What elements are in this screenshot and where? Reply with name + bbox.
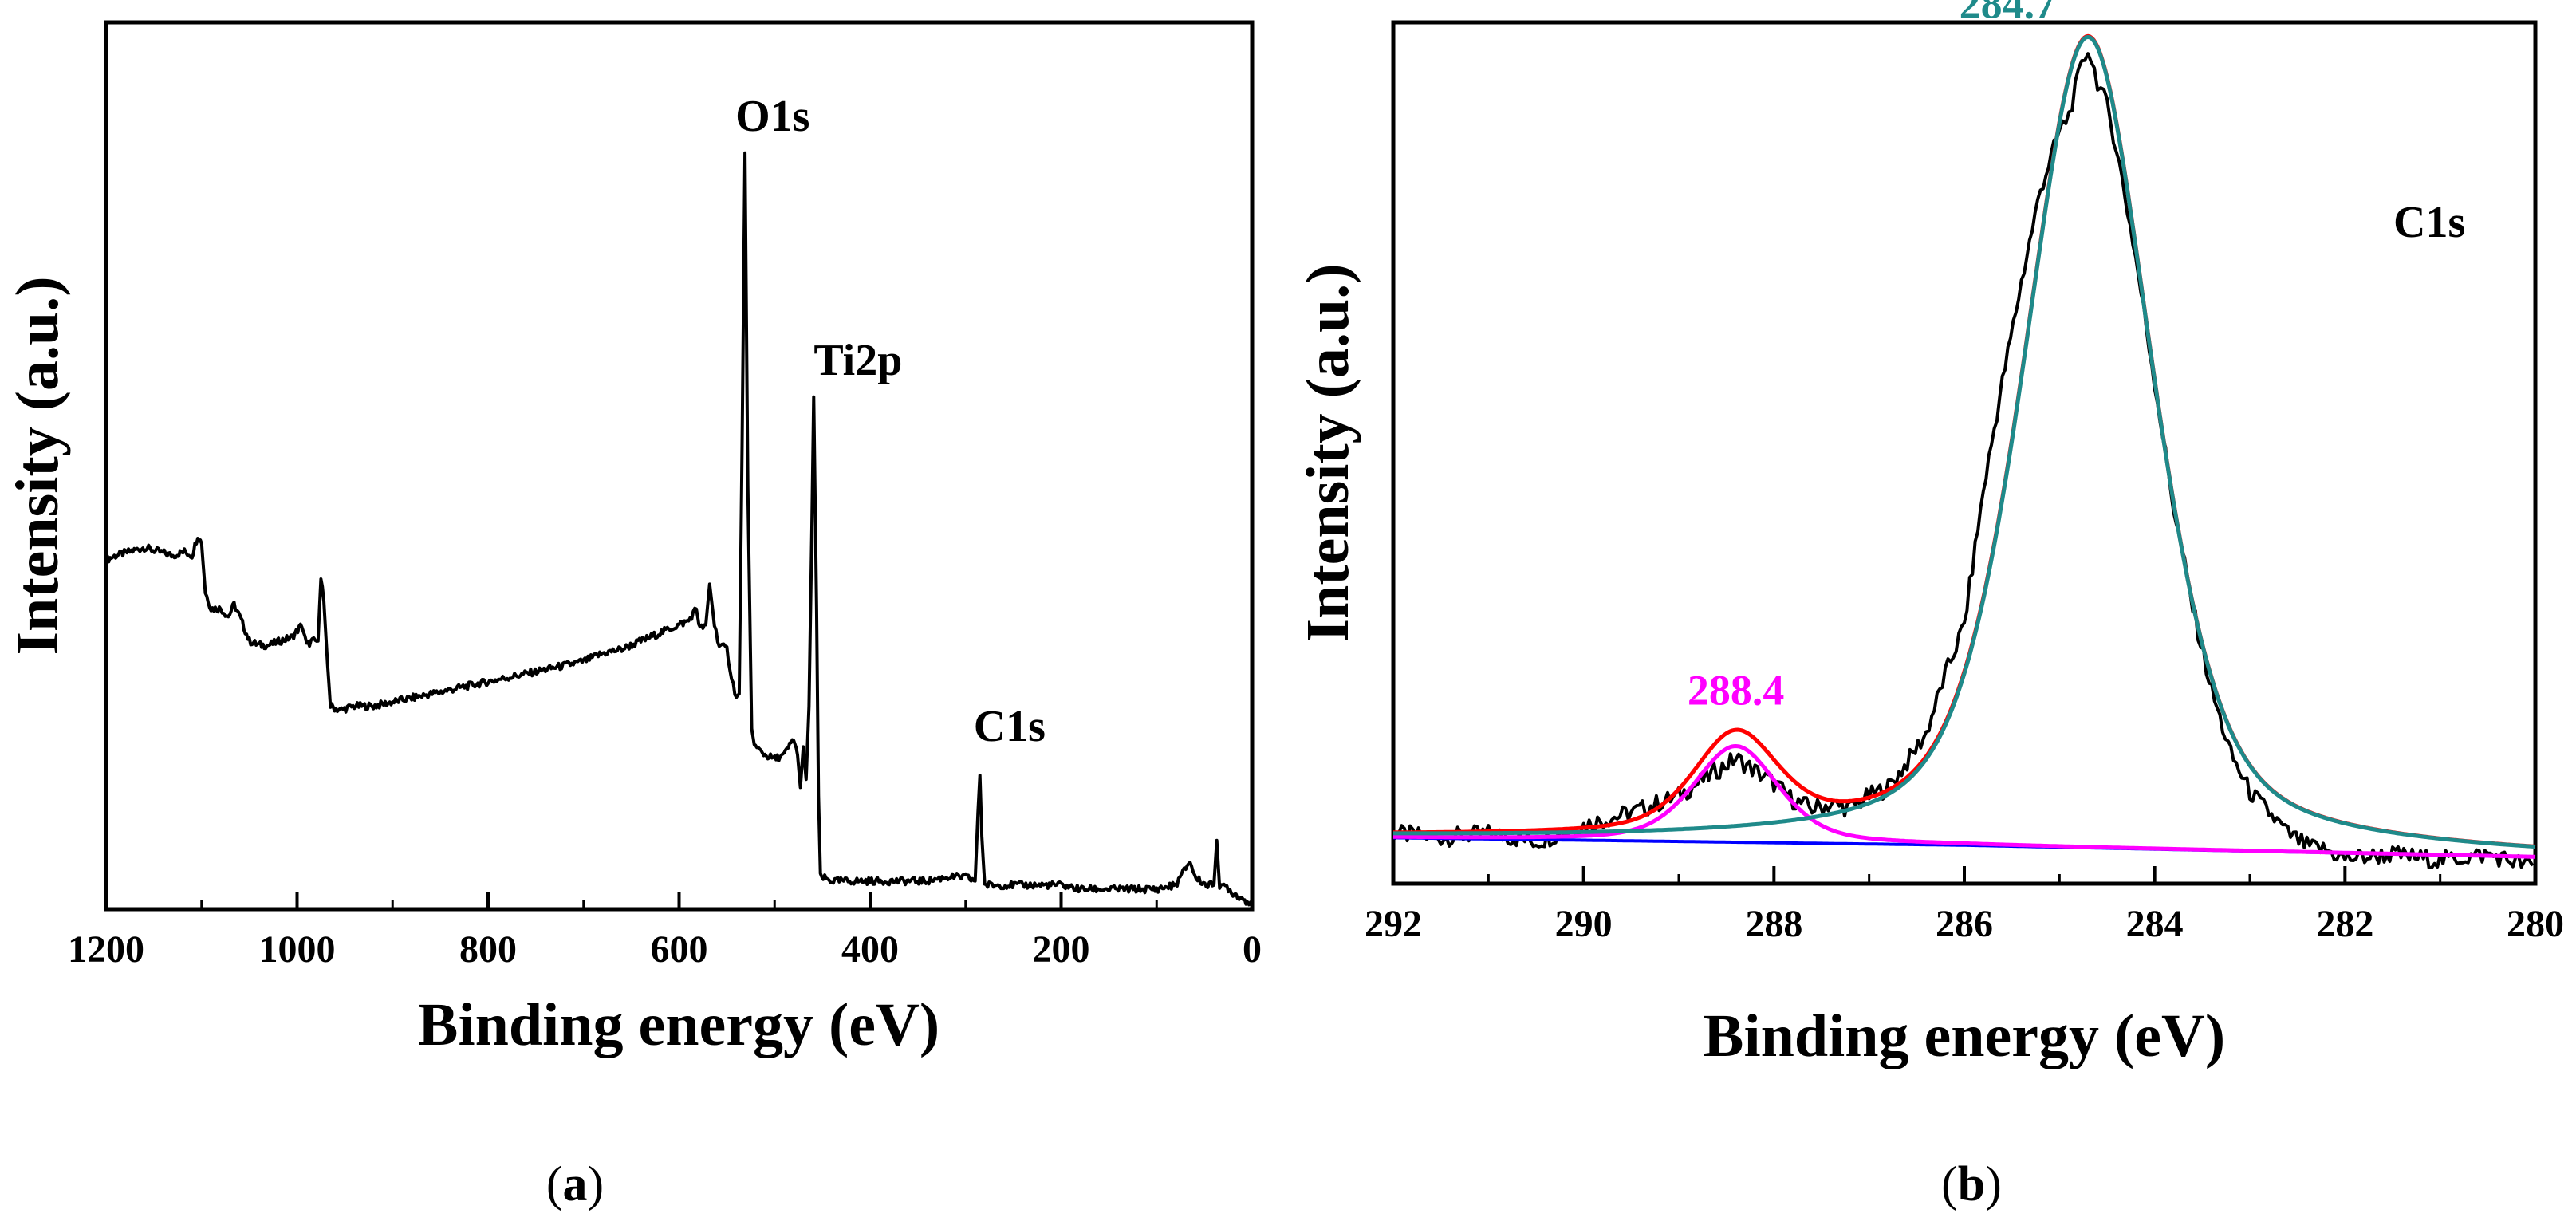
panel-a-series [104, 151, 1253, 907]
panel-b-x-tick-label: 292 [1365, 903, 1422, 945]
panel-b-peak-284-line [1393, 34, 2536, 849]
panel-a-x-tick-label: 1000 [259, 928, 336, 971]
panel-b-series [1392, 33, 2536, 869]
panel-b-x-tick-label: 290 [1555, 903, 1613, 945]
panel-b-peak-288-line [1393, 743, 2536, 859]
panel-b-x-tick-label: 282 [2316, 903, 2373, 945]
panel-b-caption: (b) [1941, 1157, 2002, 1211]
panel-b-x-tick-label: 280 [2507, 903, 2564, 945]
panel-b-peak-label-288: 288.4 [1688, 666, 1785, 714]
panel-a-x-tick-label: 0 [1243, 928, 1262, 971]
panel-a-caption-letter: a [563, 1157, 588, 1211]
panel-b-peak-label-284: 284.7 [1960, 0, 2057, 27]
panel-a-plot-frame [104, 20, 1255, 912]
panel-b-x-axis-title: Binding energy (eV) [1704, 1003, 2225, 1069]
panel-b-caption-letter: b [1958, 1157, 1985, 1211]
panel-a-survey-spectrum: 1200 1000 800 600 400 200 0 O1s Ti2p C1s Binding… [4, 20, 1262, 1211]
panel-a-x-tick-label: 800 [459, 928, 517, 971]
panel-a-x-tick-label: 1200 [68, 928, 144, 971]
panel-b-x-tick-label: 286 [1936, 903, 1993, 945]
panel-b-y-axis-title: Intensity (a.u.) [1294, 263, 1361, 642]
panel-a-peak-label: Ti2p [813, 336, 902, 385]
panel-a-caption: (a) [546, 1157, 604, 1211]
panel-a-survey-line [104, 151, 1253, 907]
panel-b-x-tick-label: 288 [1745, 903, 1802, 945]
panel-a-peak-labels: O1s Ti2p C1s [735, 92, 1046, 751]
panel-b-plot-frame [1391, 20, 2538, 886]
panel-b-raw-data-line [1392, 52, 2535, 869]
panel-b-envelope-line [1393, 33, 2536, 849]
panel-a-x-tick-label: 200 [1033, 928, 1090, 971]
panel-b-x-ticks: 292 290 288 286 284 282 280 [1365, 866, 2564, 945]
panel-b-peak-labels: 284.7 288.4 [1688, 0, 2056, 714]
panel-a-x-ticks: 1200 1000 800 600 400 200 0 [68, 892, 1262, 971]
panel-a-peak-label: C1s [974, 702, 1046, 751]
panel-b-c1s-spectrum: 292 290 288 286 284 282 280 284.7 288.4 C1s Bin… [1294, 0, 2564, 1211]
panel-a-peak-label: O1s [735, 92, 809, 141]
panel-b-x-tick-label: 284 [2126, 903, 2184, 945]
panel-a-x-tick-label: 600 [651, 928, 708, 971]
panel-a-y-axis-title: Intensity (a.u.) [4, 276, 71, 655]
panel-b-core-level-label: C1s [2393, 198, 2465, 247]
panel-a-x-tick-label: 400 [841, 928, 899, 971]
panel-a-x-axis-title: Binding energy (eV) [418, 991, 939, 1058]
